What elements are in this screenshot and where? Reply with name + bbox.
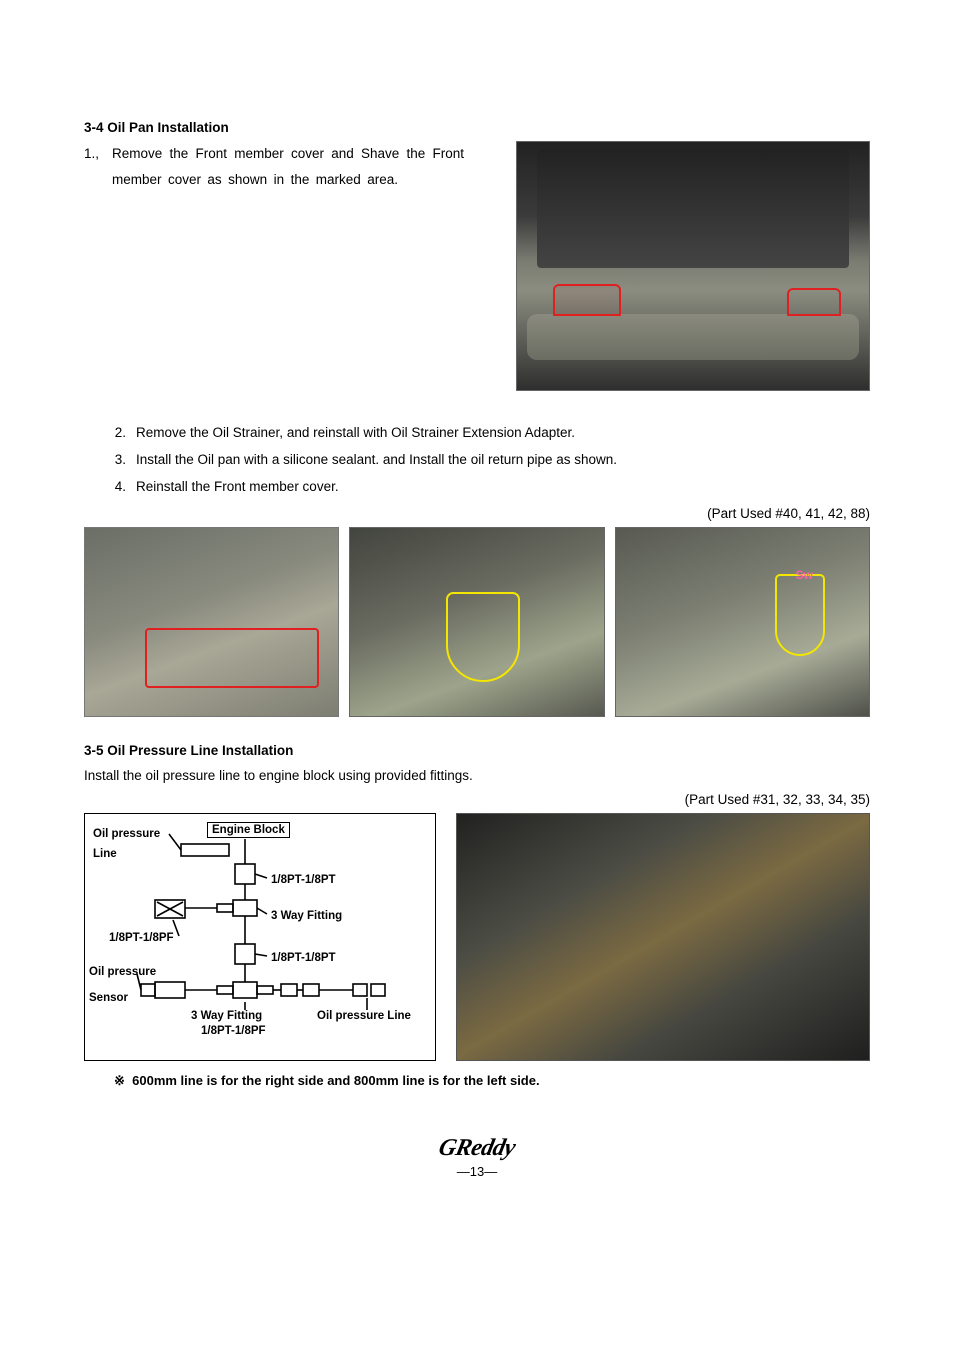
greddy-logo: GReddy (436, 1135, 517, 1162)
row-diagram-photo: Oil pressure Line Engine Block 1/8PT-1/8… (84, 813, 870, 1061)
step1-body: Remove the Front member cover and Shave … (112, 141, 464, 192)
photo-front-member (516, 141, 870, 391)
oil-pressure-diagram: Oil pressure Line Engine Block 1/8PT-1/8… (84, 813, 436, 1061)
step2-body: Remove the Oil Strainer, and reinstall w… (136, 419, 575, 446)
note-text: 600mm line is for the right side and 800… (132, 1073, 539, 1088)
step4-body: Reinstall the Front member cover. (136, 473, 339, 500)
page-number: ―13― (84, 1164, 870, 1179)
step3-number: 3. (96, 446, 136, 473)
step2-number: 2. (96, 419, 136, 446)
photo-oil-return-c: Sw (615, 527, 870, 717)
step4-number: 4. (96, 473, 136, 500)
row-step1-photo: 1., Remove the Front member cover and Sh… (84, 141, 870, 391)
step1-number: 1., (84, 141, 112, 192)
footer: GReddy ―13― (84, 1135, 870, 1179)
diagram-svg (85, 814, 435, 1060)
photo-oil-return-b (349, 527, 604, 717)
section-3-5-title: 3-5 Oil Pressure Line Installation (84, 743, 870, 758)
note-line-lengths: ※ 600mm line is for the right side and 8… (114, 1073, 870, 1089)
note-symbol: ※ (114, 1073, 125, 1088)
photo-oil-pressure-fitting (456, 813, 870, 1061)
parts-used-3-4: (Part Used #40, 41, 42, 88) (84, 506, 870, 521)
photo-oil-pan-a (84, 527, 339, 717)
photo-c-label: Sw (796, 568, 813, 582)
section-3-5-intro: Install the oil pressure line to engine … (84, 764, 870, 788)
parts-used-3-5: (Part Used #31, 32, 33, 34, 35) (84, 792, 870, 807)
ordered-steps: 2. Remove the Oil Strainer, and reinstal… (96, 419, 870, 500)
step3-body: Install the Oil pan with a silicone seal… (136, 446, 617, 473)
step1-text-col: 1., Remove the Front member cover and Sh… (84, 141, 464, 391)
section-3-4-title: 3-4 Oil Pan Installation (84, 120, 870, 135)
photo-row-three: Sw (84, 527, 870, 717)
page: 3-4 Oil Pan Installation 1., Remove the … (0, 0, 954, 1219)
